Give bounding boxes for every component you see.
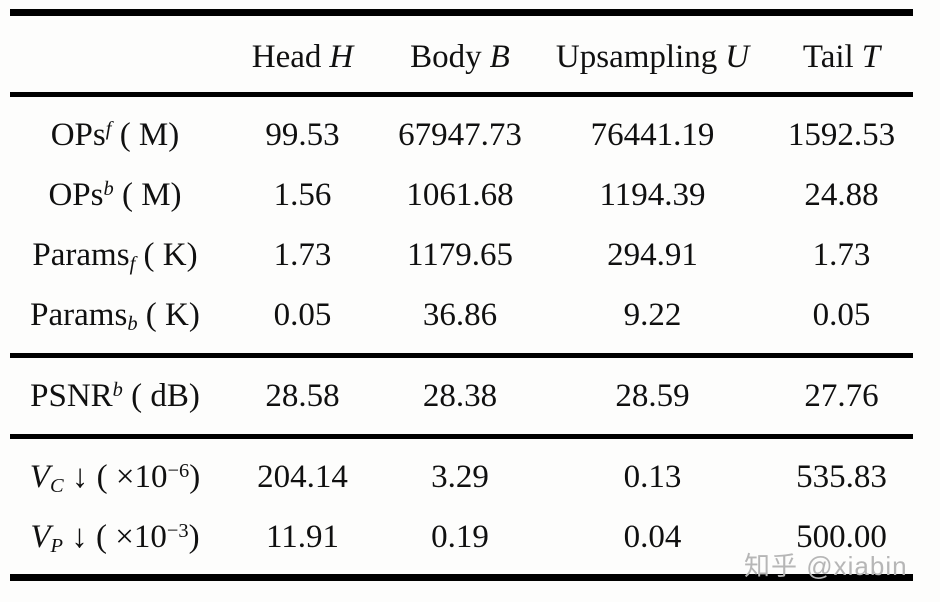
subscript-c: C [49, 475, 64, 498]
value-cell: 0.13 [623, 458, 682, 495]
column-label: Upsampling [555, 38, 718, 75]
psnr-group: PSNRb ( dB) 28.58 28.38 28.59 27.76 [10, 358, 913, 434]
column-header-head: Head H [220, 39, 385, 76]
table-row-psnr: PSNRb ( dB) 28.58 28.38 28.59 27.76 [10, 366, 913, 426]
value-cell: 24.88 [804, 176, 879, 213]
superscript-b: b [103, 177, 114, 200]
value-cell: 0.05 [812, 296, 871, 333]
group-separator-rule [10, 353, 913, 358]
value-cell: 3.29 [431, 458, 489, 495]
down-arrow-icon: ↓ ( ×10 [63, 518, 167, 555]
value-cell: 1194.39 [599, 176, 706, 213]
subscript-b: b [127, 313, 138, 336]
column-header-tail: Tail T [770, 39, 913, 76]
down-arrow-icon: ↓ ( ×10 [63, 458, 168, 495]
value-cell: 535.83 [796, 458, 887, 495]
variance-group: VC ↓ ( ×10−6) 204.14 3.29 0.13 535.83 VP… [10, 439, 913, 574]
exponent: −3 [166, 519, 189, 542]
column-label: Body [410, 38, 482, 75]
row-label: OPsf ( M) [50, 116, 180, 153]
mathcal-h-symbol: H [329, 38, 354, 75]
value-cell: 0.19 [431, 518, 489, 555]
ops-params-group: OPsf ( M) 99.53 67947.73 76441.19 1592.5… [10, 97, 913, 353]
value-cell: 1.73 [812, 236, 871, 273]
zhihu-watermark: 知乎 @xiabin [744, 551, 908, 581]
value-cell: 0.05 [273, 296, 332, 333]
table-row-params-backward: Paramsb ( K) 0.05 36.86 9.22 0.05 [10, 285, 913, 345]
value-cell: 67947.73 [398, 116, 522, 153]
row-label: PSNRb ( dB) [30, 377, 200, 414]
value-cell: 9.22 [623, 296, 682, 333]
value-cell: 204.14 [257, 458, 348, 495]
value-cell: 27.76 [804, 377, 879, 414]
subscript-p: P [50, 535, 64, 558]
column-header-body: Body B [385, 39, 535, 76]
value-cell: 1.56 [273, 176, 332, 213]
value-cell: 28.58 [265, 377, 340, 414]
table-row-ops-forward: OPsf ( M) 99.53 67947.73 76441.19 1592.5… [10, 105, 913, 165]
value-cell: 1.73 [273, 236, 332, 273]
value-cell: 28.59 [615, 377, 690, 414]
value-cell: 500.00 [796, 518, 887, 555]
value-cell: 11.91 [265, 518, 340, 555]
mathcal-t-symbol: T [861, 38, 881, 75]
top-rule [10, 9, 913, 16]
table-row-vp: VP ↓ ( ×10−3) 11.91 0.19 0.04 500.00 [10, 507, 913, 567]
network-cost-table: Head H Body B Upsampling U Tail T OPsf ( M) … [10, 9, 913, 581]
group-separator-rule [10, 434, 913, 439]
header-separator-rule [10, 92, 913, 97]
column-label: Tail [802, 38, 854, 75]
table-row-ops-backward: OPsb ( M) 1.56 1061.68 1194.39 24.88 [10, 165, 913, 225]
table-row-params-forward: Paramsf ( K) 1.73 1179.65 294.91 1.73 [10, 225, 913, 285]
superscript-b: b [112, 378, 123, 401]
row-label: Paramsf ( K) [32, 236, 198, 276]
mathcal-b-symbol: B [489, 38, 510, 75]
bottom-rule [10, 574, 913, 581]
row-label: VP ↓ ( ×10−3) [30, 518, 200, 558]
value-cell: 0.04 [623, 518, 682, 555]
value-cell: 294.91 [607, 236, 698, 273]
row-label: OPsb ( M) [48, 176, 182, 213]
value-cell: 1179.65 [406, 236, 514, 273]
value-cell: 36.86 [422, 296, 498, 333]
row-label: VC ↓ ( ×10−6) [29, 458, 201, 498]
row-label: Paramsb ( K) [30, 296, 200, 336]
table-header-row: Head H Body B Upsampling U Tail T [10, 16, 913, 92]
table-row-vc: VC ↓ ( ×10−6) 204.14 3.29 0.13 535.83 [10, 447, 913, 507]
exponent: −6 [167, 459, 190, 482]
value-cell: 76441.19 [590, 116, 715, 153]
subscript-f: f [129, 253, 136, 276]
value-cell: 28.38 [422, 377, 498, 414]
value-cell: 99.53 [265, 116, 340, 153]
column-label: Head [251, 38, 322, 75]
value-cell: 1061.68 [406, 176, 514, 213]
column-header-upsampling: Upsampling U [535, 39, 770, 76]
superscript-f: f [105, 117, 112, 140]
mathcal-u-symbol: U [725, 38, 750, 75]
value-cell: 1592.53 [787, 116, 896, 153]
